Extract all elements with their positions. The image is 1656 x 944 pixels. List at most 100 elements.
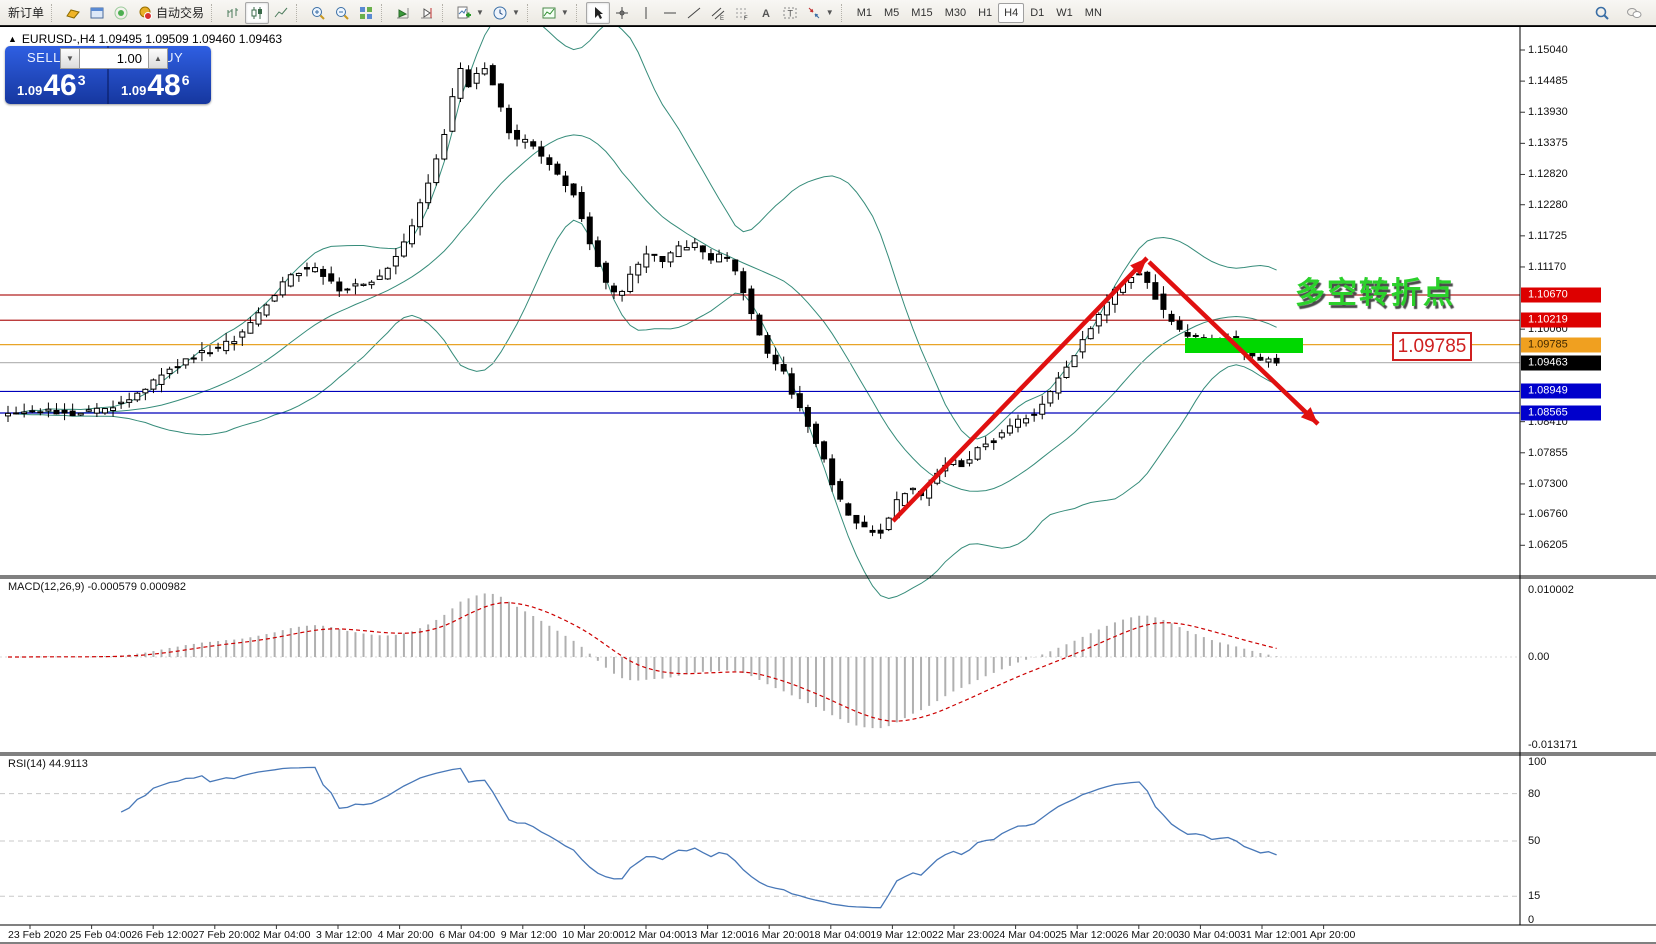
zoom-in-icon [312, 6, 325, 20]
price-axis-tick: 1.06760 [1528, 508, 1568, 521]
channel-tool[interactable]: E [706, 2, 730, 24]
svg-text:F: F [744, 16, 748, 21]
candlestick-button[interactable] [245, 1, 270, 24]
volume-input[interactable]: 1.00 [80, 48, 148, 69]
auto-scroll-icon [397, 7, 409, 18]
cursor-tool[interactable] [585, 1, 610, 24]
bar-chart-button[interactable] [221, 2, 245, 24]
svg-text:T: T [787, 8, 793, 18]
cursor-icon [594, 6, 603, 19]
time-axis-tick: 25 Feb 04:00 [69, 929, 132, 941]
time-axis-tick: 22 Mar 23:00 [932, 929, 994, 941]
arrows-tool[interactable]: ▼ [802, 2, 838, 24]
rsi-axis-tick: 0 [1528, 914, 1535, 926]
horizontal-line-icon [663, 12, 676, 13]
chart-shift-button[interactable] [415, 2, 439, 24]
buy-price[interactable]: 1.09 48 6 [121, 71, 189, 101]
zoom-in-button[interactable] [306, 2, 330, 24]
timeframe-m1[interactable]: M1 [856, 6, 872, 19]
vertical-line-tool[interactable] [634, 2, 658, 24]
volume-increase-button[interactable]: ▲ [148, 48, 168, 69]
timeframe-h4[interactable]: H4 [998, 2, 1025, 23]
time-axis-tick: 26 Feb 12:00 [131, 929, 194, 941]
bar-chart-icon [227, 7, 239, 18]
gold-icon [66, 8, 80, 19]
tile-windows-button[interactable] [354, 2, 378, 24]
data-window-button[interactable] [85, 2, 109, 24]
collapse-triangle-icon[interactable]: ▲ [8, 34, 17, 44]
time-axis-tick: 9 Mar 12:00 [500, 929, 557, 941]
toolbar-separator [526, 3, 534, 22]
volume-decrease-button[interactable]: ▼ [60, 48, 80, 69]
price-level-badge: 1.09785 [1521, 337, 1601, 353]
macd-axis-tick: -0.013171 [1528, 739, 1578, 751]
rsi-axis-tick: 100 [1528, 756, 1547, 768]
chart-title: ▲ EURUSD-,H4 1.09495 1.09509 1.09460 1.0… [8, 32, 282, 46]
market-watch-button[interactable] [61, 2, 85, 24]
toolbar-separator [442, 3, 449, 22]
horizontal-line-tool[interactable] [658, 2, 682, 24]
indicators-button[interactable]: ▼ [537, 2, 573, 24]
text-tool[interactable]: A [754, 2, 778, 24]
chat-button[interactable] [1622, 2, 1646, 24]
sell-price-pip: 3 [77, 72, 86, 88]
price-callout-box[interactable]: 1.09785 [1392, 332, 1472, 361]
dropdown-caret-icon: ▼ [560, 8, 569, 17]
time-axis-tick: 24 Mar 04:00 [993, 929, 1056, 941]
text-label-tool[interactable]: T [778, 2, 802, 24]
fibonacci-tool[interactable]: F [730, 2, 754, 24]
time-axis-tick: 13 Mar 12:00 [685, 929, 748, 941]
time-axis-tick: 3 Mar 12:00 [316, 929, 373, 941]
periods-button[interactable]: ▼ [488, 2, 524, 24]
price-axis-tick: 1.11170 [1528, 260, 1567, 273]
time-axis-tick: 18 Mar 04:00 [808, 929, 871, 941]
price-axis-tick: 1.07855 [1528, 446, 1568, 459]
price-axis-tick: 1.11725 [1528, 229, 1567, 242]
volume-stepper: ▼ 1.00 ▲ [60, 48, 168, 69]
price-axis-tick: 1.15040 [1528, 44, 1568, 56]
crosshair-tool[interactable] [610, 2, 634, 24]
trend-line-tool[interactable] [682, 2, 706, 24]
timeframe-m5[interactable]: M5 [884, 6, 900, 19]
new-chart-button[interactable]: ▼ [452, 2, 488, 24]
search-button[interactable] [1590, 2, 1614, 24]
new-order-button[interactable]: 新订单 [8, 6, 45, 20]
time-axis-tick: 1 Apr 20:00 [1301, 929, 1356, 941]
arrows-icon [808, 7, 820, 18]
timeframe-h1[interactable]: H1 [978, 6, 993, 19]
time-axis-tick: 31 Mar 12:00 [1240, 929, 1302, 941]
price-level-badge: 1.08565 [1521, 405, 1601, 421]
turning-point-annotation[interactable]: 多空转折点 [1295, 277, 1455, 310]
price-level-badge: 1.08949 [1521, 383, 1601, 399]
price-axis-tick: 1.06205 [1528, 539, 1568, 552]
line-chart-button[interactable] [269, 2, 293, 24]
timeframe-m15[interactable]: M15 [911, 6, 933, 19]
time-axis-tick: 6 Mar 04:00 [439, 929, 496, 941]
signal-icon [114, 6, 128, 19]
time-axis-tick: 27 Feb 20:00 [192, 929, 255, 941]
time-axis-tick: 4 Mar 20:00 [377, 929, 434, 941]
timeframe-w1[interactable]: W1 [1056, 6, 1073, 19]
tile-windows-icon [360, 6, 373, 19]
panel-divider [107, 46, 109, 104]
sell-button[interactable]: SELL [27, 50, 61, 65]
timeframe-d1[interactable]: D1 [1030, 6, 1045, 19]
candlestick-icon [251, 6, 263, 19]
auto-trading-button[interactable]: 自动交易 [133, 2, 208, 24]
zoom-out-button[interactable] [330, 2, 354, 24]
dropdown-caret-icon: ▼ [476, 8, 484, 17]
time-axis-tick: 16 Mar 20:00 [747, 929, 810, 941]
sell-price-prefix: 1.09 [17, 83, 43, 98]
time-axis-tick: 12 Mar 04:00 [624, 929, 686, 941]
auto-scroll-button[interactable] [391, 2, 415, 24]
sell-price[interactable]: 1.09 46 3 [17, 71, 86, 101]
timeframe-mn[interactable]: MN [1084, 6, 1102, 19]
chat-icon [1627, 7, 1642, 18]
chart-window-icon [90, 7, 104, 18]
chart-title-text: EURUSD-,H4 1.09495 1.09509 1.09460 1.094… [21, 32, 283, 46]
signals-button[interactable] [109, 2, 133, 24]
timeframe-m30[interactable]: M30 [944, 6, 967, 19]
autotrade-icon [139, 6, 153, 20]
crosshair-icon [615, 6, 628, 19]
